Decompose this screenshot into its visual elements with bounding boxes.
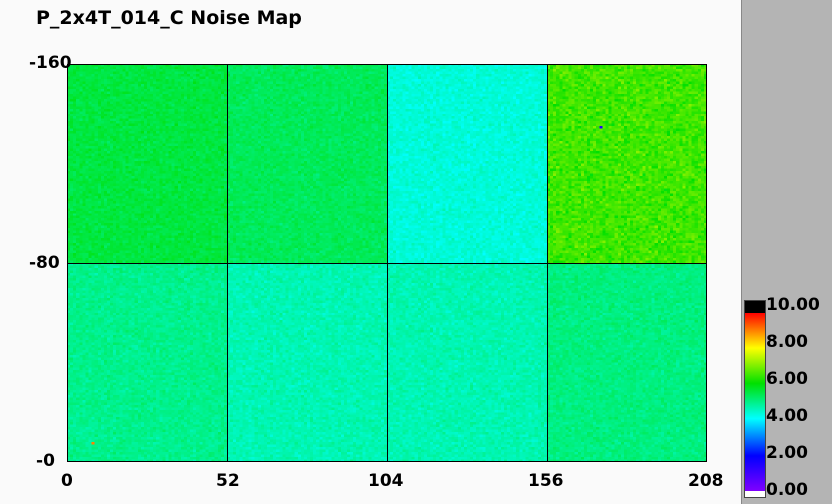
y-tick-160: -160 [29, 53, 72, 73]
y-tick-0-label: 0 [43, 451, 55, 471]
x-tick-156: 156 [528, 471, 564, 491]
x-tick-104: 104 [368, 471, 404, 491]
plot-border-bottom [67, 461, 707, 462]
colorbar-tick-4: 4.00 [766, 406, 808, 426]
colorbar [744, 300, 766, 498]
x-tick-208: 208 [688, 471, 724, 491]
x-tick-52: 52 [216, 471, 240, 491]
plot-border-top [67, 64, 707, 65]
colorbar-tick-2: 2.00 [766, 443, 808, 463]
chart-title: P_2x4T_014_C Noise Map [36, 7, 302, 29]
y-tick-80: -80 [29, 253, 60, 273]
grid-line-h-80 [67, 263, 707, 264]
colorbar-tick-8: 8.00 [766, 332, 808, 352]
y-tick-0: -0 [36, 451, 55, 471]
colorbar-tick-0: 0.00 [766, 480, 808, 500]
plot-border-left [67, 64, 68, 462]
x-tick-0: 0 [61, 471, 73, 491]
plot-border-right [706, 64, 707, 462]
colorbar-tick-6: 6.00 [766, 369, 808, 389]
colorbar-tick-10: 10.00 [766, 295, 820, 315]
heatmap-plot [67, 64, 707, 462]
